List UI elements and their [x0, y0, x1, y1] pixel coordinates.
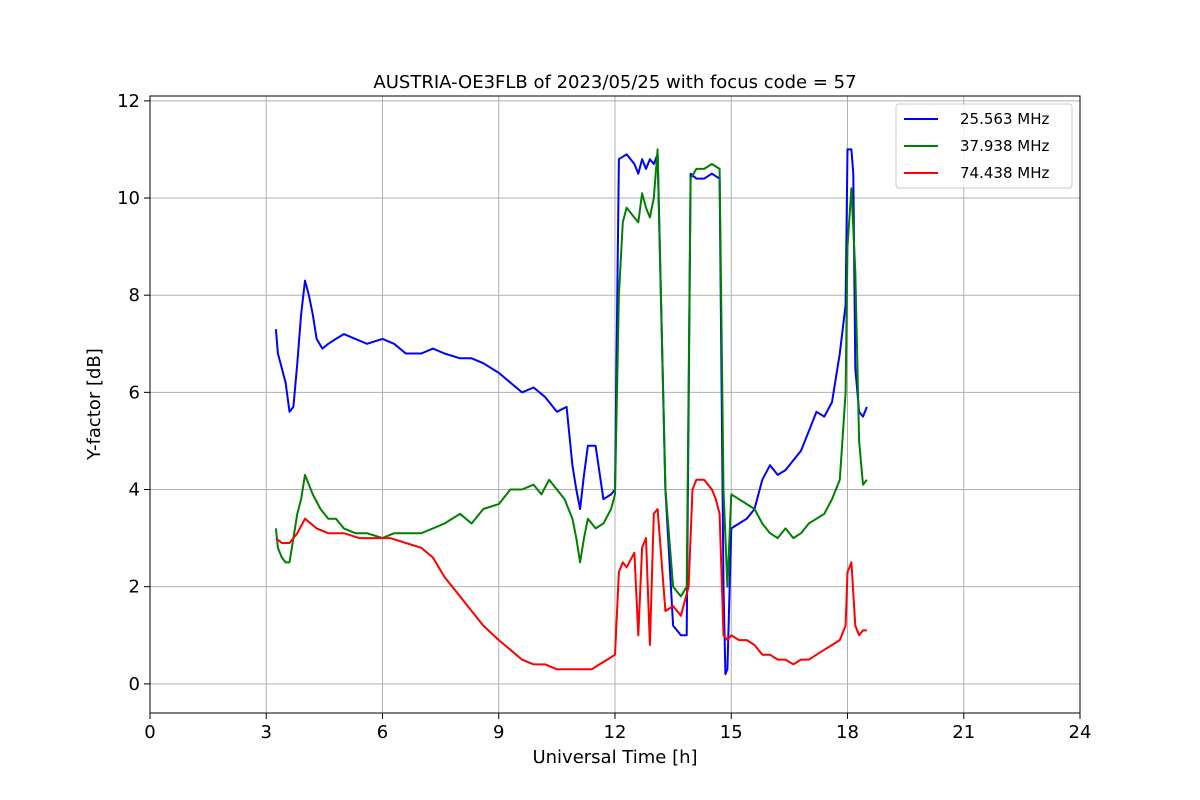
x-tick-label: 21: [952, 722, 975, 743]
y-axis: 0 2 4 6 8 10 12: [117, 91, 150, 695]
x-tick-label: 24: [1069, 722, 1092, 743]
y-tick-label: 4: [129, 480, 140, 501]
y-tick-label: 10: [117, 188, 140, 209]
series-layer: [274, 148, 868, 676]
y-tick-label: 2: [129, 577, 140, 598]
y-axis-label: Y-factor [dB]: [84, 348, 105, 461]
series-line-3: [275, 478, 867, 671]
series-line-2: [274, 148, 868, 598]
x-axis: 0 3 6 9 12 15 18 21 24: [144, 713, 1091, 743]
x-tick-label: 3: [261, 722, 272, 743]
x-tick-label: 6: [377, 722, 388, 743]
legend-label-1: 25.563 MHz: [960, 110, 1049, 128]
chart-title: AUSTRIA-OE3FLB of 2023/05/25 with focus …: [373, 72, 856, 93]
x-tick-label: 15: [720, 722, 743, 743]
y-tick-label: 6: [129, 382, 140, 403]
legend: 25.563 MHz 37.938 MHz 74.438 MHz: [895, 103, 1073, 189]
x-tick-label: 9: [493, 722, 504, 743]
legend-label-2: 37.938 MHz: [960, 137, 1049, 155]
y-tick-label: 12: [117, 91, 140, 112]
series-line-1: [274, 148, 868, 676]
legend-box: [895, 103, 1073, 189]
x-tick-label: 0: [144, 722, 155, 743]
y-tick-label: 0: [129, 674, 140, 695]
legend-label-3: 74.438 MHz: [960, 164, 1049, 182]
x-tick-label: 18: [836, 722, 859, 743]
x-axis-label: Universal Time [h]: [532, 747, 697, 768]
x-tick-label: 12: [604, 722, 627, 743]
y-tick-label: 8: [129, 285, 140, 306]
